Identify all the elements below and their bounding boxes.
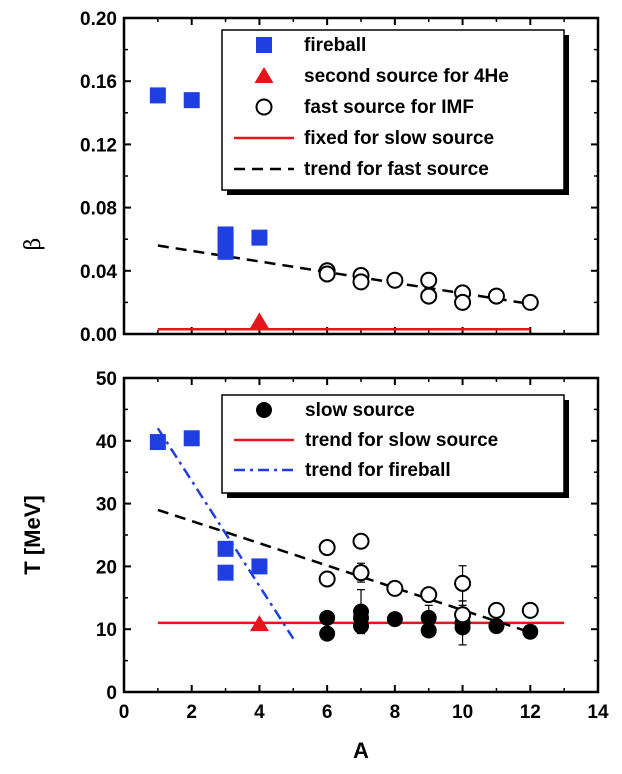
data-point [251, 229, 268, 246]
data-point [352, 564, 370, 582]
legend-label: fast source for IMF [304, 97, 474, 118]
x-tick-label: 0 [119, 702, 130, 723]
legend-label: trend for fast source [304, 159, 489, 180]
data-point [420, 287, 438, 305]
legend-marker-symbol [256, 402, 272, 418]
x-tick-label: 8 [390, 702, 401, 723]
data-point [149, 87, 166, 104]
legend-box [221, 394, 565, 494]
data-point [420, 622, 437, 639]
data-point [521, 601, 539, 619]
legend-label: slow source [305, 400, 415, 421]
x-tick-label: 14 [587, 702, 609, 723]
data-point [319, 609, 336, 626]
legend-marker-symbol [256, 37, 272, 53]
legend-marker-symbol [254, 67, 274, 83]
legend-label: trend for slow source [305, 430, 498, 451]
data-point [454, 293, 472, 311]
data-point [183, 430, 200, 447]
data-point [420, 586, 438, 604]
data-point [318, 539, 336, 557]
data-point [217, 243, 234, 260]
legend-box [221, 29, 565, 191]
x-tick-label: 6 [322, 702, 333, 723]
legend-label: fireball [304, 35, 366, 56]
data-point [318, 570, 336, 588]
legend-label: trend for fireball [305, 460, 451, 481]
y-tick-label: 0 [106, 683, 117, 704]
data-point [249, 312, 269, 329]
data-point [522, 623, 539, 640]
data-point [454, 606, 472, 624]
legend-marker-symbol [255, 98, 273, 116]
series-line [157, 244, 531, 306]
y-tick-label: 20 [96, 557, 117, 578]
x-tick-label: 10 [452, 702, 473, 723]
data-point [249, 615, 269, 632]
data-point [217, 540, 234, 557]
x-tick-label: 2 [186, 702, 197, 723]
data-point [386, 271, 404, 289]
data-point [420, 609, 437, 626]
y-tick-label: 0.00 [80, 325, 117, 346]
data-point [251, 558, 268, 575]
legend-label: second source for 4He [304, 66, 509, 87]
y-tick-label: 0.20 [80, 9, 117, 30]
data-point [319, 625, 336, 642]
data-point [488, 618, 505, 635]
y-tick-label: 40 [96, 432, 117, 453]
y-tick-label: 30 [96, 495, 117, 516]
y-axis-title: T [MeV] [20, 495, 45, 574]
y-tick-label: 10 [96, 620, 117, 641]
y-tick-label: 50 [96, 369, 117, 390]
data-point [487, 287, 505, 305]
y-tick-label: 0.16 [80, 72, 117, 93]
data-point [521, 293, 539, 311]
y-tick-label: 0.12 [80, 135, 117, 156]
y-axis-title: β [21, 238, 46, 251]
x-tick-label: 12 [520, 702, 541, 723]
data-point [487, 601, 505, 619]
data-point [454, 619, 471, 636]
beta-panel: 0.00 0.04 0.08 0.12 0.16 0.20 β fireball second … [21, 9, 600, 346]
x-axis-title: A [353, 738, 369, 763]
data-point [318, 265, 336, 283]
data-point [149, 434, 166, 451]
y-tick-label: 0.08 [80, 199, 117, 220]
data-point [420, 271, 438, 289]
data-point [454, 574, 472, 592]
data-point [217, 564, 234, 581]
x-tick-label: 4 [254, 702, 265, 723]
data-point [352, 273, 370, 291]
legend-label: fixed for slow source [304, 128, 494, 149]
data-point [386, 579, 404, 597]
series-line [157, 508, 531, 634]
y-tick-label: 0.04 [80, 262, 117, 283]
data-point [386, 611, 403, 628]
data-point [353, 618, 369, 635]
data-point [183, 92, 200, 109]
series-line [156, 427, 295, 640]
data-point [352, 532, 370, 550]
